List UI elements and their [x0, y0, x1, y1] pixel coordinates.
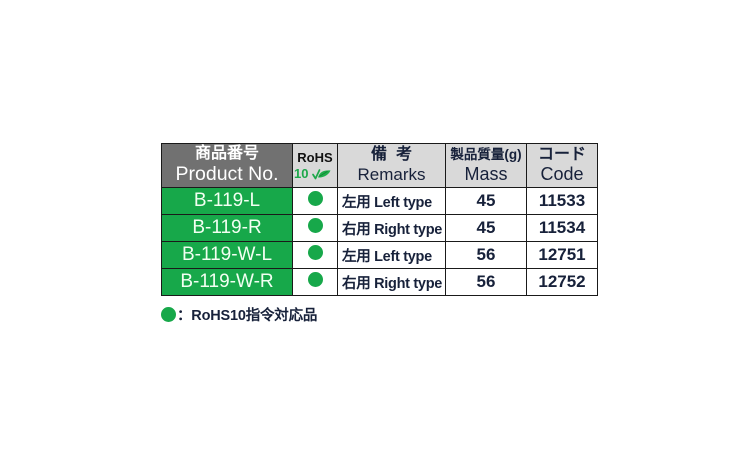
svg-text:10: 10 [294, 166, 308, 181]
